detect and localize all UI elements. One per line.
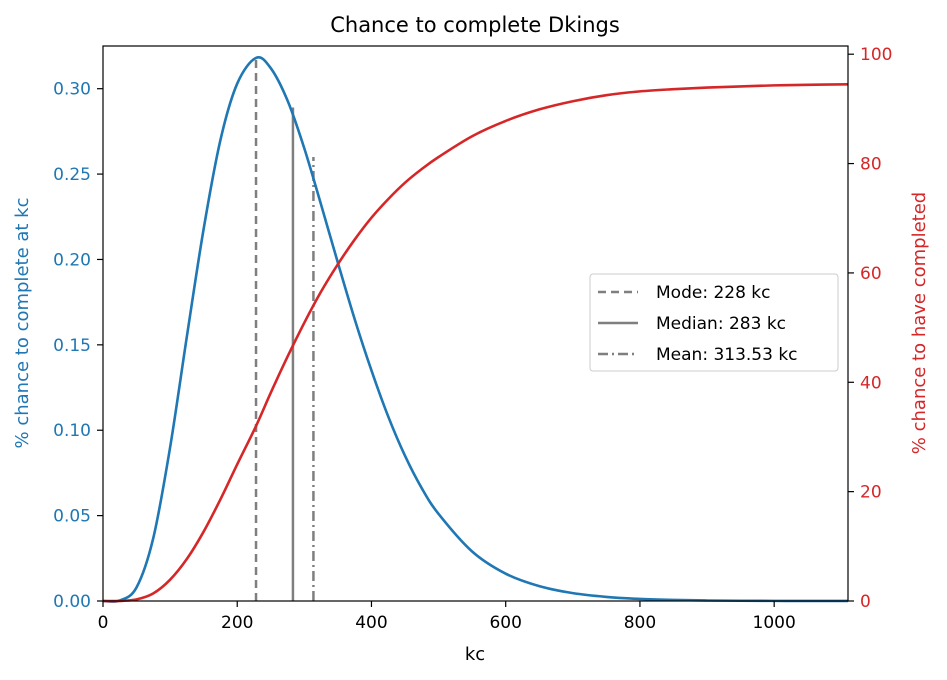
x-tick-label-4: 800 bbox=[624, 613, 656, 633]
y-left-tick-label-5: 0.25 bbox=[53, 165, 91, 185]
y-right-tick-label-5: 100 bbox=[860, 45, 892, 65]
series-line-1 bbox=[102, 82, 849, 603]
y-left-tick-label-0: 0.00 bbox=[53, 592, 91, 612]
y-axis-right-title: % chance to have completed bbox=[909, 192, 930, 454]
y-right-tick-label-3: 60 bbox=[860, 264, 882, 284]
y-right-tick-label-0: 0 bbox=[860, 592, 871, 612]
y-axis-right: 0 20 40 60 80 100 bbox=[848, 45, 892, 612]
x-tick-label-3: 600 bbox=[489, 613, 521, 633]
y-right-tick-label-4: 80 bbox=[860, 155, 882, 175]
y-axis-left: 0.00 0.05 0.10 0.15 0.20 0.25 0.30 bbox=[53, 80, 103, 612]
x-axis: 0 200 400 600 800 1000 bbox=[98, 601, 796, 633]
y-right-tick-label-1: 20 bbox=[860, 483, 882, 503]
y-left-tick-label-4: 0.20 bbox=[53, 250, 91, 270]
legend-label-0: Mode: 228 kc bbox=[656, 283, 771, 303]
y-axis-left-title: % chance to complete at kc bbox=[12, 198, 33, 449]
legend-label-2: Mean: 313.53 kc bbox=[656, 345, 798, 365]
y-left-tick-label-2: 0.10 bbox=[53, 421, 91, 441]
y-left-tick-label-3: 0.15 bbox=[53, 336, 91, 356]
legend-label-1: Median: 283 kc bbox=[656, 314, 786, 334]
x-tick-label-0: 0 bbox=[98, 613, 109, 633]
chart-title: Chance to complete Dkings bbox=[330, 13, 620, 37]
x-axis-title: kc bbox=[465, 644, 485, 665]
y-right-tick-label-2: 40 bbox=[860, 373, 882, 393]
x-tick-label-1: 200 bbox=[221, 613, 253, 633]
reference-lines bbox=[254, 57, 315, 601]
series-line-0 bbox=[102, 56, 849, 603]
plot-frame bbox=[102, 45, 849, 602]
y-left-tick-label-1: 0.05 bbox=[53, 507, 91, 527]
x-tick-label-2: 400 bbox=[355, 613, 387, 633]
series-layer bbox=[102, 56, 849, 603]
legend-box bbox=[589, 273, 839, 372]
y-left-tick-label-6: 0.30 bbox=[53, 80, 91, 100]
legend: Mode: 228 kc Median: 283 kc Mean: 313.53 k… bbox=[589, 273, 839, 372]
x-tick-label-5: 1000 bbox=[753, 613, 796, 633]
